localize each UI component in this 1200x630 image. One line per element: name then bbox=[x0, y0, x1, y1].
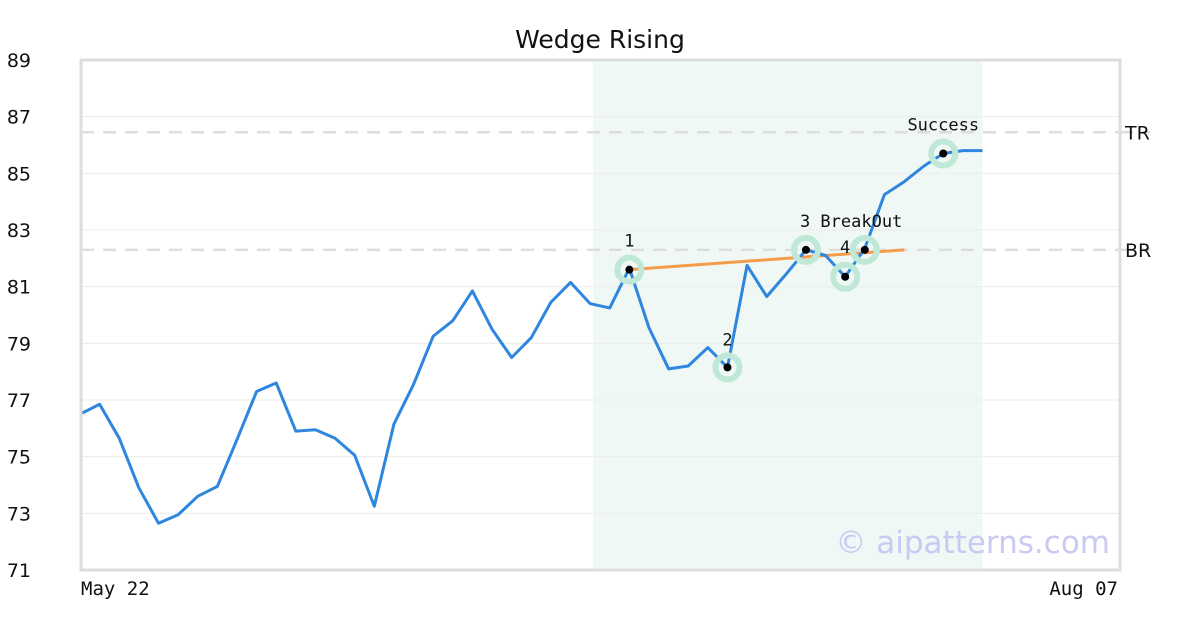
pattern-point-label: 3 BreakOut bbox=[800, 212, 902, 232]
y-tick-label: 79 bbox=[7, 333, 31, 355]
chart-title: Wedge Rising bbox=[515, 25, 685, 54]
pattern-point-label: Success bbox=[907, 116, 979, 136]
y-tick-label: 83 bbox=[7, 220, 31, 242]
pattern-point bbox=[939, 149, 948, 158]
reference-line-label: TR bbox=[1124, 122, 1150, 144]
reference-lines: TR BR bbox=[81, 122, 1151, 262]
trend-line bbox=[629, 248, 905, 272]
pattern-point-halo bbox=[614, 254, 645, 285]
y-tick-label: 75 bbox=[7, 447, 31, 469]
pattern-point-label: 2 bbox=[722, 330, 732, 350]
pattern-highlight-region bbox=[593, 60, 983, 570]
y-tick-label: 85 bbox=[7, 163, 31, 185]
pattern-point bbox=[625, 265, 634, 274]
plot-frame bbox=[79, 58, 1122, 572]
x-tick-label: Aug 07 bbox=[1049, 578, 1118, 600]
y-tick-label: 77 bbox=[7, 390, 31, 412]
pattern-point-halo bbox=[849, 234, 880, 265]
pattern-point-label: 4 bbox=[840, 238, 850, 258]
watermark: © aipatterns.com bbox=[835, 525, 1110, 561]
y-tick-label: 89 bbox=[7, 50, 31, 72]
pattern-point-halo bbox=[830, 261, 861, 292]
price-line bbox=[79, 149, 983, 525]
pattern-point bbox=[860, 245, 869, 254]
y-tick-label: 73 bbox=[7, 503, 31, 525]
pattern-point bbox=[723, 363, 732, 372]
y-tick-label: 81 bbox=[7, 277, 31, 299]
pattern-point-halo bbox=[928, 138, 959, 169]
y-tick-label: 87 bbox=[7, 107, 31, 129]
y-axis-ticks: 71 73 75 77 79 81 83 85 87 89 bbox=[7, 50, 31, 582]
pattern-point bbox=[801, 245, 810, 254]
x-tick-label: May 22 bbox=[81, 578, 150, 600]
pattern-point-halo bbox=[790, 234, 821, 265]
pattern-point bbox=[841, 272, 850, 281]
x-axis-ticks: May 22 Aug 07 bbox=[81, 578, 1118, 600]
pattern-point-halo bbox=[712, 352, 743, 383]
pattern-point-label: 1 bbox=[624, 232, 634, 252]
reference-line-label: BR bbox=[1125, 240, 1151, 262]
pattern-markers: 1 2 3 BreakOut 4 Success bbox=[614, 116, 979, 383]
y-tick-label: 71 bbox=[7, 560, 31, 582]
